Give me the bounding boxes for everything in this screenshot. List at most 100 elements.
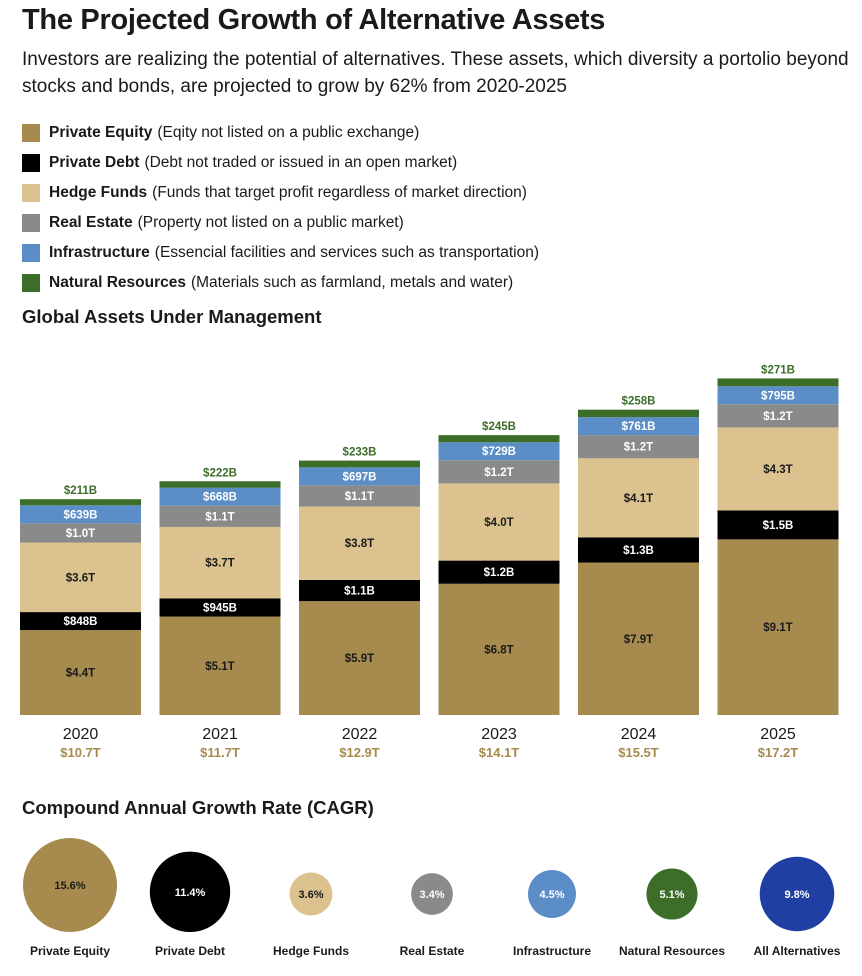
legend-item-real-estate: Real Estate (Property not listed on a pu… (22, 208, 539, 238)
cagr-category-label-hedge-funds: Hedge Funds (273, 944, 349, 958)
cagr-bubble-natural-resources (646, 868, 698, 920)
x-tick-label-2024: 2024 (621, 726, 657, 743)
bar-segment-private-equity-2020 (20, 630, 141, 715)
bar-label-natural-resources-2022: $233B (343, 447, 377, 459)
bar-label-private-debt-2025: $1.5B (763, 520, 794, 532)
legend-swatch (22, 244, 40, 262)
legend: Private Equity (Eqity not listed on a pu… (22, 118, 539, 298)
bar-segment-real-estate-2020 (20, 523, 141, 543)
bar-label-real-estate-2024: $1.2T (624, 442, 653, 454)
cagr-category-label-all-alternatives: All Alternatives (754, 944, 841, 958)
legend-desc: (Essencial facilities and services such … (154, 244, 540, 261)
bar-segment-private-debt-2021 (159, 598, 281, 617)
bar-label-private-debt-2023: $1.2B (484, 567, 515, 579)
legend-item-hedge-funds: Hedge Funds (Funds that target profit re… (22, 178, 539, 208)
bar-segment-private-debt-2022 (299, 579, 420, 602)
bar-label-private-debt-2021: $945B (203, 602, 237, 614)
bar-label-infrastructure-2022: $697B (343, 471, 377, 483)
bar-label-private-debt-2024: $1.3B (623, 545, 654, 557)
x-tick-label-2022: 2022 (342, 726, 378, 743)
bar-segment-private-equity-2021 (159, 616, 281, 715)
bar-segment-natural-resources-2023 (438, 435, 560, 443)
cagr-category-label-natural-resources: Natural Resources (619, 944, 725, 958)
bar-segment-infrastructure-2023 (438, 442, 560, 461)
legend-name: Private Equity (49, 124, 153, 141)
bar-segment-hedge-funds-2023 (438, 483, 560, 561)
legend-item-natural-resources: Natural Resources (Materials such as far… (22, 268, 539, 298)
bar-segment-real-estate-2022 (299, 485, 420, 507)
x-tick-label-2020: 2020 (63, 726, 99, 743)
cagr-bubble-real-estate (411, 873, 453, 915)
bar-segment-hedge-funds-2025 (717, 427, 839, 511)
bar-label-hedge-funds-2024: $4.1T (624, 493, 653, 505)
cagr-category-label-real-estate: Real Estate (400, 944, 465, 958)
bar-label-real-estate-2022: $1.1T (345, 491, 374, 503)
bar-segment-natural-resources-2022 (299, 460, 420, 468)
bar-segment-private-debt-2023 (438, 560, 560, 584)
bar-segment-infrastructure-2022 (299, 467, 420, 486)
bar-label-infrastructure-2024: $761B (622, 421, 656, 433)
page-title: The Projected Growth of Alternative Asse… (22, 4, 606, 36)
cagr-bubble-private-debt (149, 851, 231, 932)
stacked-bar-chart: $4.4T $848B $3.6T $1.0T $639B $211B 2020 $10.7T… (20, 364, 839, 760)
bar-label-infrastructure-2020: $639B (64, 509, 98, 521)
legend-desc: (Materials such as farmland, metals and … (190, 274, 514, 291)
bar-label-hedge-funds-2021: $3.7T (205, 558, 234, 570)
bar-total-label-2020: $10.7T (60, 745, 101, 760)
cagr-category-label-private-equity: Private Equity (30, 944, 110, 958)
bar-label-natural-resources-2024: $258B (622, 396, 656, 408)
bar-segment-infrastructure-2024 (578, 417, 699, 436)
cagr-bubble-chart: 15.6% Private Equity 11.4% Private Debt 3.6%… (23, 838, 841, 958)
bar-total-label-2024: $15.5T (618, 745, 659, 760)
bar-label-real-estate-2020: $1.0T (66, 528, 95, 540)
bar-label-private-debt-2022: $1.1B (344, 586, 375, 598)
bar-label-natural-resources-2021: $222B (203, 467, 237, 479)
legend-swatch (22, 184, 40, 202)
bar-label-private-equity-2021: $5.1T (205, 661, 234, 673)
cagr-category-label-private-debt: Private Debt (155, 944, 225, 958)
bar-label-real-estate-2023: $1.2T (484, 467, 513, 479)
bar-segment-real-estate-2023 (438, 460, 560, 484)
bar-segment-private-equity-2023 (438, 583, 560, 715)
cagr-value-label-private-equity: 15.6% (54, 880, 85, 892)
bar-segment-natural-resources-2020 (20, 499, 141, 506)
cagr-value-label-natural-resources: 5.1% (659, 889, 684, 901)
bar-segment-real-estate-2025 (717, 404, 839, 428)
bar-segment-infrastructure-2025 (717, 386, 839, 405)
bar-segment-private-debt-2025 (717, 510, 839, 540)
bar-segment-private-equity-2022 (299, 601, 420, 715)
cagr-value-label-hedge-funds: 3.6% (298, 889, 323, 901)
bar-segment-infrastructure-2020 (20, 505, 141, 524)
bar-label-infrastructure-2021: $668B (203, 492, 237, 504)
cagr-category-label-infrastructure: Infrastructure (513, 944, 591, 958)
cagr-chart-title: Compound Annual Growth Rate (CAGR) (22, 797, 374, 818)
bar-total-label-2021: $11.7T (200, 745, 240, 760)
bar-label-private-debt-2020: $848B (64, 616, 98, 628)
bar-segment-hedge-funds-2021 (159, 526, 281, 599)
bar-label-hedge-funds-2020: $3.6T (66, 572, 95, 584)
bar-total-label-2022: $12.9T (339, 745, 380, 760)
bar-label-private-equity-2022: $5.9T (345, 653, 374, 665)
legend-name: Private Debt (49, 154, 140, 171)
bar-total-label-2025: $17.2T (758, 745, 799, 760)
bar-segment-infrastructure-2021 (159, 487, 281, 506)
bar-segment-private-equity-2024 (578, 562, 699, 715)
cagr-bubble-infrastructure (528, 870, 576, 918)
legend-desc: (Debt not traded or issued in an open ma… (144, 154, 458, 171)
x-tick-label-2025: 2025 (760, 726, 796, 743)
bar-label-natural-resources-2025: $271B (761, 364, 795, 376)
bar-label-infrastructure-2025: $795B (761, 390, 795, 402)
legend-name: Infrastructure (49, 244, 150, 261)
bar-label-natural-resources-2023: $245B (482, 421, 516, 433)
legend-item-private-equity: Private Equity (Eqity not listed on a pu… (22, 118, 539, 148)
cagr-value-label-private-debt: 11.4% (175, 887, 206, 899)
bar-label-real-estate-2025: $1.2T (763, 411, 792, 423)
bar-label-real-estate-2021: $1.1T (205, 511, 234, 523)
bar-segment-real-estate-2021 (159, 505, 281, 527)
cagr-value-label-infrastructure: 4.5% (539, 889, 564, 901)
bar-label-natural-resources-2020: $211B (64, 485, 97, 497)
bar-label-hedge-funds-2022: $3.8T (345, 538, 374, 550)
bar-segment-private-equity-2025 (717, 539, 839, 715)
bar-label-private-equity-2023: $6.8T (484, 644, 513, 656)
legend-desc: (Property not listed on a public market) (137, 214, 404, 231)
